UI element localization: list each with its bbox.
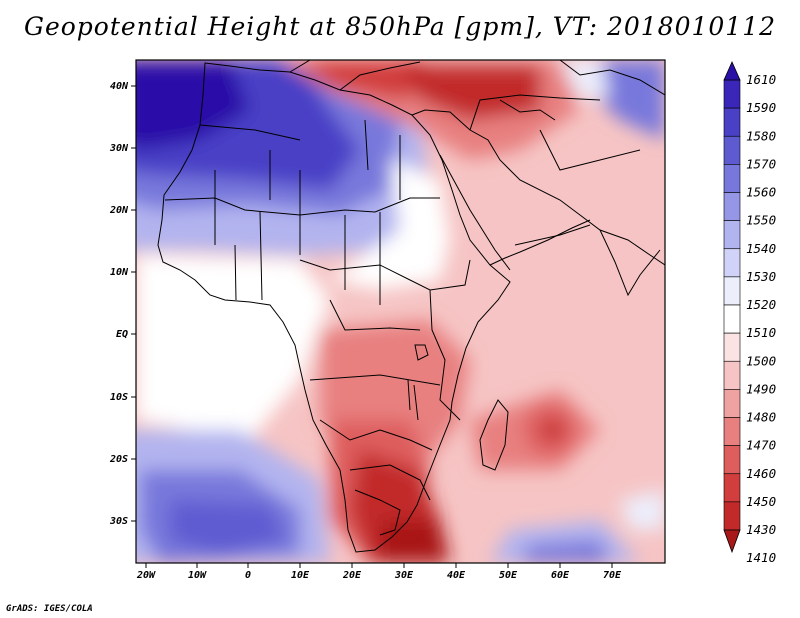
colorbar-swatch [723, 473, 741, 503]
colorbar-swatch [723, 417, 741, 446]
colorbar-swatch [723, 107, 741, 137]
colorbar-label: 1610 [746, 72, 776, 87]
colorbar-label: 1460 [746, 466, 776, 481]
lat-label: 10N [110, 267, 129, 278]
lat-label: 30N [109, 143, 129, 154]
colorbar-swatch [723, 304, 741, 334]
colorbar-swatch [723, 135, 741, 165]
colorbar-label: 1570 [746, 156, 776, 171]
colorbar-swatch [723, 220, 741, 250]
lon-label: 10E [291, 570, 310, 581]
lon-label: 50E [499, 570, 518, 581]
colorbar-label: 1480 [746, 410, 776, 425]
lon-label: 10W [188, 570, 207, 581]
lon-label: 60E [551, 570, 570, 581]
colorbar-bottom-arrow [723, 529, 741, 554]
lat-label: EQ [116, 329, 128, 340]
colorbar-swatch [723, 276, 741, 306]
colorbar-label: 1590 [746, 100, 776, 115]
colorbar-top-arrow [723, 61, 741, 81]
map-frame [135, 59, 666, 564]
map-title: Geopotential Height at 850hPa [gpm], VT:… [23, 12, 777, 41]
axis-ticks [131, 85, 613, 568]
longitude-labels: 20W 10W 0 10E 20E 30E 40E 50E 60E 70E [136, 570, 622, 581]
colorbar-swatch [723, 332, 741, 362]
lon-label: 40E [447, 570, 466, 581]
colorbar-label: 1530 [746, 269, 776, 284]
colorbar-label: 1430 [746, 522, 776, 537]
lon-label: 70E [603, 570, 622, 581]
colorbar-label: 1580 [746, 128, 776, 143]
colorbar-swatch [723, 79, 741, 109]
colorbar-swatch [723, 389, 741, 418]
lat-label: 30S [109, 516, 128, 527]
lat-label: 20N [109, 205, 129, 216]
lat-label: 40N [110, 81, 129, 92]
colorbar-label: 1450 [746, 494, 776, 509]
colorbar-label: 1470 [746, 438, 776, 453]
colorbar-label: 1490 [746, 381, 776, 396]
latitude-labels: 40N 30N 20N 10N EQ 10S 20S 30S [109, 81, 129, 527]
colorbar-label: 1500 [746, 353, 776, 368]
colorbar-swatch [723, 248, 741, 278]
colorbar-label: 1560 [746, 185, 776, 200]
colorbar-swatch [723, 445, 741, 475]
colorbar-label: 1540 [746, 241, 776, 256]
height-field [136, 60, 665, 563]
colorbar: 1610 1590 1580 1570 1560 1550 1540 1530 1520 1510… [723, 61, 776, 565]
lon-label: 20E [342, 570, 362, 581]
colorbar-swatch [723, 164, 741, 193]
colorbar-swatches [723, 79, 741, 531]
colorbar-label: 1510 [746, 325, 776, 340]
colorbar-swatch [723, 360, 741, 390]
colorbar-label: 1520 [746, 297, 776, 312]
lon-label: 30E [394, 570, 414, 581]
lon-label: 20W [136, 570, 156, 581]
colorbar-labels: 1610 1590 1580 1570 1560 1550 1540 1530 1520 1510… [746, 72, 776, 565]
colorbar-swatch [723, 501, 741, 531]
lon-label: 0 [245, 570, 251, 581]
colorbar-swatch [723, 192, 741, 221]
grads-credit: GrADS: IGES/COLA [6, 604, 93, 614]
colorbar-label: 1410 [746, 550, 776, 565]
lat-label: 20S [109, 454, 128, 465]
lat-label: 10S [110, 392, 128, 403]
colorbar-label: 1550 [746, 213, 776, 228]
